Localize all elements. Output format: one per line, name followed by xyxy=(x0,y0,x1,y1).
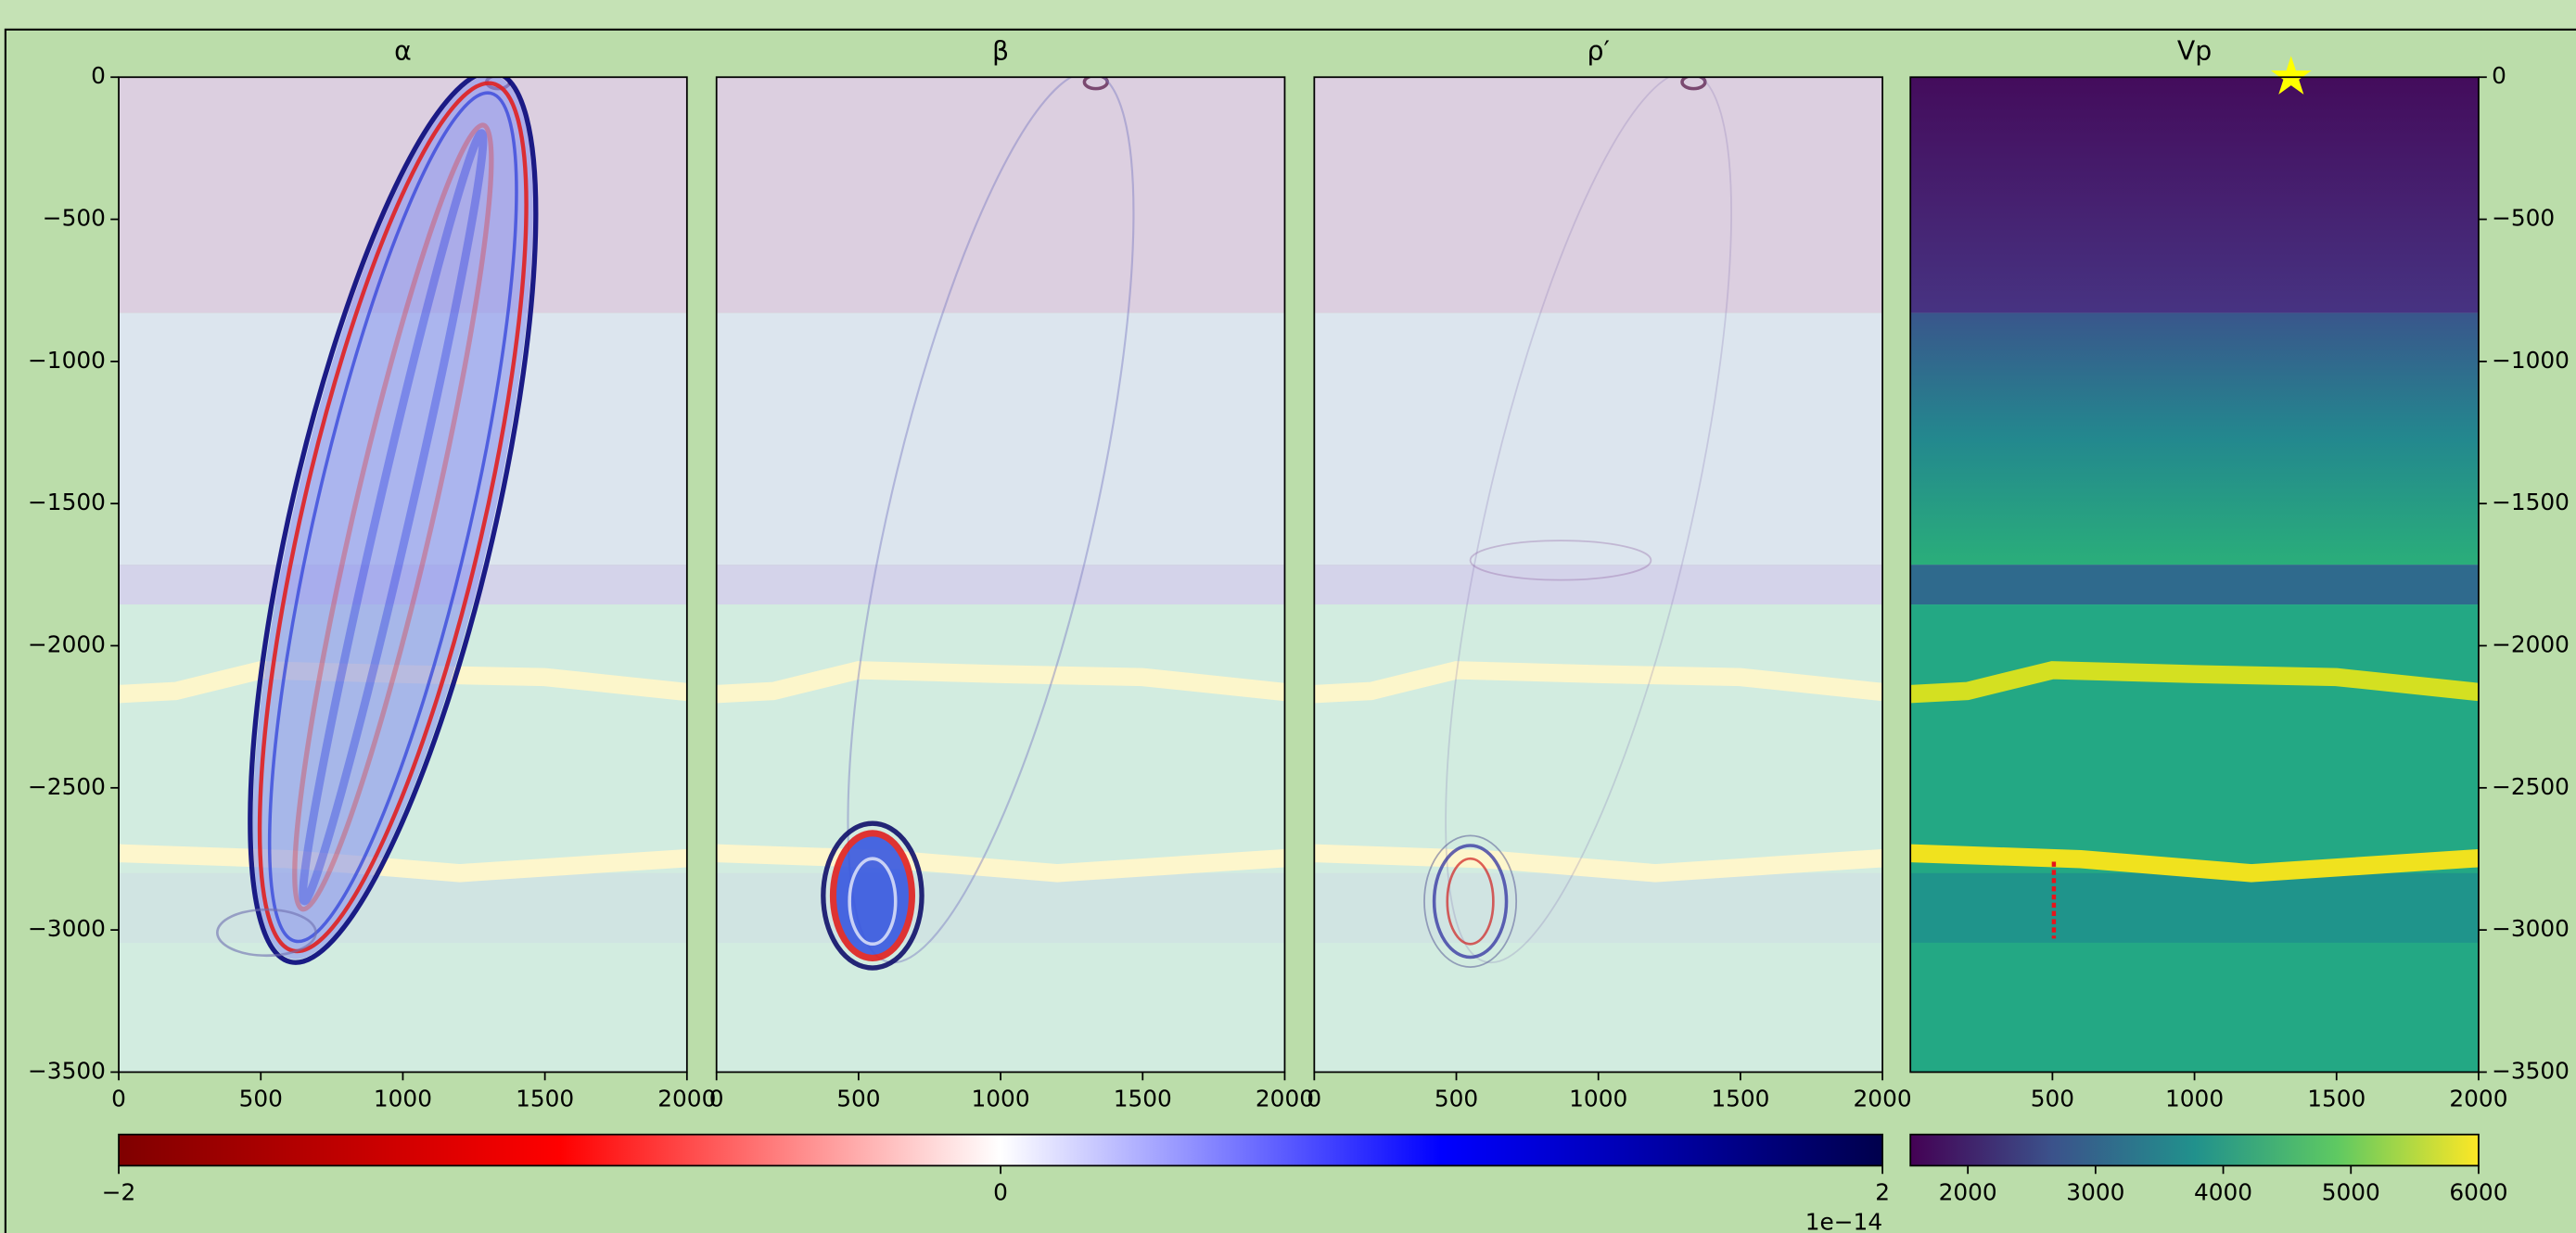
y-tick-label: −1500 xyxy=(28,489,106,515)
page: {"chart_data": [ {"type": "heatmap", "ti… xyxy=(0,0,2576,1233)
colorbar-tick-label: −2 xyxy=(102,1178,136,1205)
model-layer xyxy=(717,77,1285,312)
x-tick-label: 1500 xyxy=(516,1086,574,1112)
x-tick-label: 1500 xyxy=(1711,1086,1769,1112)
wavefront xyxy=(833,833,912,959)
x-tick-label: 1000 xyxy=(374,1086,432,1112)
x-tick-label: 500 xyxy=(836,1086,880,1112)
y-tick-label: −3000 xyxy=(28,915,106,942)
colorbar-tick-label: 5000 xyxy=(2322,1178,2380,1205)
y-tick-label: −500 xyxy=(2492,205,2555,232)
model-layer xyxy=(1314,873,1882,943)
y-tick-label: 0 xyxy=(2492,62,2506,89)
y-tick-label: −1500 xyxy=(2492,489,2570,515)
colorbar-tick-label: 6000 xyxy=(2449,1178,2507,1205)
model-layer xyxy=(1314,77,1882,312)
y-tick-label: −3000 xyxy=(2492,915,2570,942)
x-tick-label: 0 xyxy=(111,1086,126,1112)
model-layer xyxy=(717,565,1285,604)
colorbar-tick-label: 4000 xyxy=(2194,1178,2252,1205)
y-tick-label: −1000 xyxy=(28,347,106,374)
y-tick-label: 0 xyxy=(91,62,106,89)
x-tick-label: 0 xyxy=(1307,1086,1321,1112)
x-tick-label: 1500 xyxy=(1114,1086,1172,1112)
x-tick-label: 1000 xyxy=(2165,1086,2224,1112)
model-layer xyxy=(717,873,1285,943)
model-layer xyxy=(1910,77,2479,312)
model-layer xyxy=(1314,313,1882,566)
model-layer xyxy=(1910,873,2479,943)
y-tick-label: −3500 xyxy=(2492,1057,2570,1084)
panel-title: β xyxy=(992,36,1009,67)
model-layer xyxy=(1910,313,2479,566)
x-tick-label: 1500 xyxy=(2307,1086,2366,1112)
y-tick-label: −1000 xyxy=(2492,347,2570,374)
model-layer xyxy=(1314,565,1882,604)
panel-image xyxy=(1314,49,1882,1072)
model-layer xyxy=(717,313,1285,566)
x-tick-label: 1000 xyxy=(1569,1086,1627,1112)
colorbar-tick-label: 2 xyxy=(1875,1178,1890,1205)
model-layer xyxy=(119,873,687,943)
panel-title: α xyxy=(394,36,412,67)
colorbar-tick-label: 0 xyxy=(993,1178,1008,1205)
y-tick-label: −500 xyxy=(43,205,106,232)
y-tick-label: −2000 xyxy=(28,630,106,657)
x-tick-label: 500 xyxy=(239,1086,283,1112)
colorbar-tick-label: 3000 xyxy=(2066,1178,2124,1205)
panel-image xyxy=(717,49,1285,1072)
y-tick-label: −2500 xyxy=(28,773,106,800)
colorbar xyxy=(1910,1135,2479,1166)
y-tick-label: −2500 xyxy=(2492,773,2570,800)
colorbar xyxy=(119,1135,1882,1166)
y-tick-label: −2000 xyxy=(2492,630,2570,657)
x-tick-label: 500 xyxy=(1435,1086,1478,1112)
panel-image xyxy=(119,49,687,1072)
y-tick-label: −3500 xyxy=(28,1057,106,1084)
x-tick-label: 2000 xyxy=(2449,1086,2507,1112)
model-layer xyxy=(1910,565,2479,604)
x-tick-label: 2000 xyxy=(1256,1086,1314,1112)
x-tick-label: 1000 xyxy=(972,1086,1030,1112)
x-tick-label: 500 xyxy=(2031,1086,2074,1112)
panel-image xyxy=(1910,77,2479,1072)
x-tick-label: 2000 xyxy=(1854,1086,1912,1112)
colorbar-tick-label: 2000 xyxy=(1939,1178,1997,1205)
x-tick-label: 0 xyxy=(709,1086,724,1112)
figure: α05001000150020000−500−1000−1500−2000−25… xyxy=(0,0,2576,1233)
colorbar-offset: 1e−14 xyxy=(1805,1208,1882,1233)
panel-title: Vp xyxy=(2177,36,2212,67)
x-tick-label: 2000 xyxy=(657,1086,716,1112)
panel-title: ρ′ xyxy=(1588,36,1610,67)
